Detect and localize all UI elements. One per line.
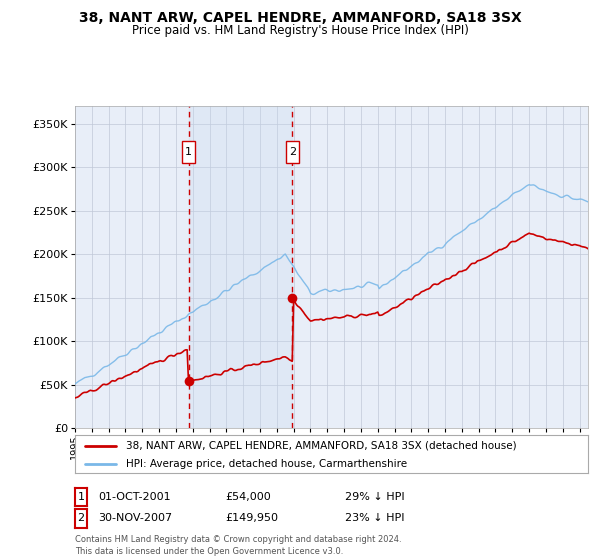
Text: 01-OCT-2001: 01-OCT-2001 bbox=[98, 492, 170, 502]
FancyBboxPatch shape bbox=[182, 141, 195, 163]
Text: HPI: Average price, detached house, Carmarthenshire: HPI: Average price, detached house, Carm… bbox=[127, 459, 407, 469]
Text: 30-NOV-2007: 30-NOV-2007 bbox=[98, 514, 172, 523]
FancyBboxPatch shape bbox=[286, 141, 299, 163]
Text: £149,950: £149,950 bbox=[225, 514, 278, 523]
Text: 2: 2 bbox=[77, 514, 85, 523]
Text: 23% ↓ HPI: 23% ↓ HPI bbox=[345, 514, 404, 523]
Text: 38, NANT ARW, CAPEL HENDRE, AMMANFORD, SA18 3SX: 38, NANT ARW, CAPEL HENDRE, AMMANFORD, S… bbox=[79, 11, 521, 25]
Text: 29% ↓ HPI: 29% ↓ HPI bbox=[345, 492, 404, 502]
Text: 38, NANT ARW, CAPEL HENDRE, AMMANFORD, SA18 3SX (detached house): 38, NANT ARW, CAPEL HENDRE, AMMANFORD, S… bbox=[127, 441, 517, 451]
Bar bbox=[188, 106, 292, 428]
Text: 2: 2 bbox=[289, 147, 296, 157]
Text: 1: 1 bbox=[185, 147, 192, 157]
Text: Contains HM Land Registry data © Crown copyright and database right 2024.
This d: Contains HM Land Registry data © Crown c… bbox=[75, 535, 401, 556]
Text: £54,000: £54,000 bbox=[225, 492, 271, 502]
Text: 1: 1 bbox=[77, 492, 85, 502]
Text: Price paid vs. HM Land Registry's House Price Index (HPI): Price paid vs. HM Land Registry's House … bbox=[131, 24, 469, 36]
